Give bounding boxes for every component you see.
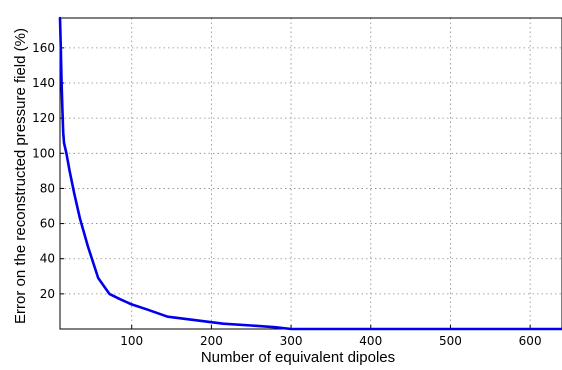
x-axis-label: Number of equivalent dipoles bbox=[201, 349, 395, 366]
y-axis-label: Error on the reconstructed pressure fiel… bbox=[12, 28, 29, 324]
x-tick-label: 400 bbox=[359, 334, 382, 348]
error-curve-line bbox=[58, 16, 562, 331]
x-tick-label: 100 bbox=[120, 334, 143, 348]
grid bbox=[60, 18, 562, 329]
y-tick-label: 160 bbox=[32, 41, 55, 55]
y-tick-label: 100 bbox=[32, 146, 55, 160]
y-tick-label: 140 bbox=[32, 76, 55, 90]
y-tick-label: 120 bbox=[32, 111, 55, 125]
x-axis-ticks: 100 200 300 400 500 600 bbox=[120, 325, 542, 348]
x-tick-label: 500 bbox=[439, 334, 462, 348]
y-tick-label: 20 bbox=[40, 287, 55, 301]
x-tick-label: 300 bbox=[280, 334, 303, 348]
y-axis-ticks: 20 40 60 80 100 120 140 160 bbox=[32, 41, 64, 301]
y-tick-label: 40 bbox=[40, 252, 55, 266]
x-tick-label: 200 bbox=[200, 334, 223, 348]
x-tick-label: 600 bbox=[519, 334, 542, 348]
plot-frame bbox=[59, 17, 562, 330]
y-tick-label: 60 bbox=[40, 217, 55, 231]
y-tick-label: 80 bbox=[40, 181, 55, 195]
series-group bbox=[58, 16, 562, 331]
